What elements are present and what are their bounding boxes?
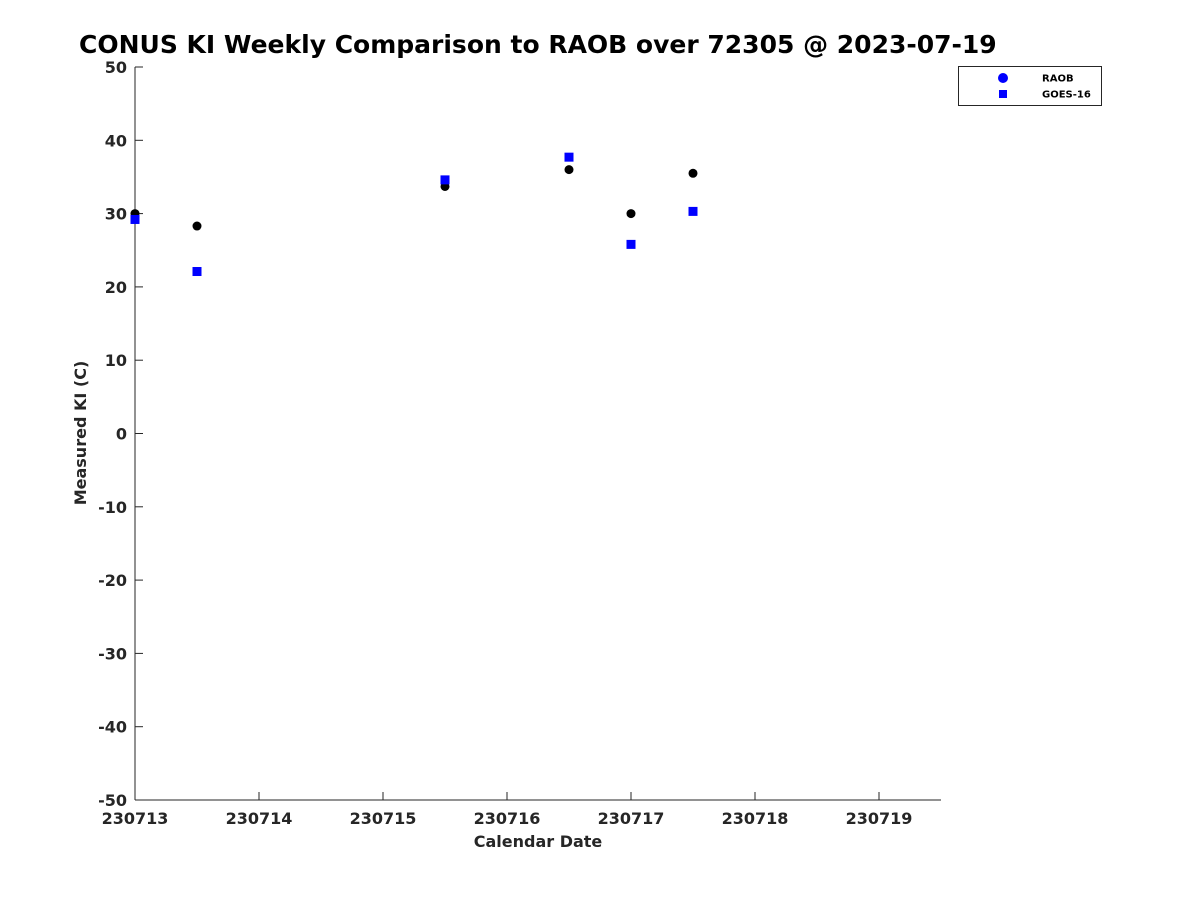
- y-tick-label: 40: [105, 131, 127, 150]
- legend-goes-label: GOES-16: [1042, 90, 1091, 101]
- y-tick-label: -30: [98, 644, 127, 663]
- y-tick-label: 0: [116, 425, 127, 444]
- legend-goes-marker: [999, 90, 1007, 98]
- y-tick-label: -40: [98, 718, 127, 737]
- y-tick-label: 10: [105, 351, 127, 370]
- x-tick-label: 230719: [846, 809, 913, 828]
- y-axis-ticks: 50 40 30 20 10 0 -10 -20 -30 -40 -50: [98, 58, 143, 810]
- x-axis-ticks: 230713 230714 230715 230716 230717 230718 2307…: [102, 792, 913, 828]
- y-tick-label: 20: [105, 278, 127, 297]
- goes-16-point: [688, 206, 698, 216]
- goes-16-point: [564, 152, 574, 162]
- y-axis-label: Measured KI (C): [71, 361, 90, 506]
- legend-raob-label: RAOB: [1042, 74, 1074, 85]
- chart-title: CONUS KI Weekly Comparison to RAOB over …: [79, 30, 997, 59]
- x-tick-label: 230715: [350, 809, 417, 828]
- goes-16-point: [130, 214, 140, 224]
- legend-raob-marker: [998, 73, 1008, 83]
- x-tick-label: 230717: [598, 809, 665, 828]
- y-tick-label: 30: [105, 205, 127, 224]
- raob-point: [626, 209, 636, 219]
- y-tick-label: -10: [98, 498, 127, 517]
- x-axis-label: Calendar Date: [474, 832, 603, 851]
- data-points: [130, 152, 698, 277]
- legend-box: [958, 66, 1102, 106]
- raob-point: [688, 168, 698, 178]
- goes-16-point: [440, 175, 450, 185]
- y-tick-label: -50: [98, 791, 127, 810]
- raob-point: [564, 165, 574, 175]
- x-tick-label: 230718: [722, 809, 789, 828]
- goes-16-point: [626, 239, 636, 249]
- x-tick-label: 230714: [226, 809, 293, 828]
- raob-point: [192, 221, 202, 231]
- y-tick-label: 50: [105, 58, 127, 77]
- goes-16-point: [192, 267, 202, 277]
- legend: RAOB GOES-16: [958, 66, 1102, 106]
- x-tick-label: 230713: [102, 809, 169, 828]
- y-tick-label: -20: [98, 571, 127, 590]
- x-tick-label: 230716: [474, 809, 541, 828]
- axes: [134, 67, 941, 801]
